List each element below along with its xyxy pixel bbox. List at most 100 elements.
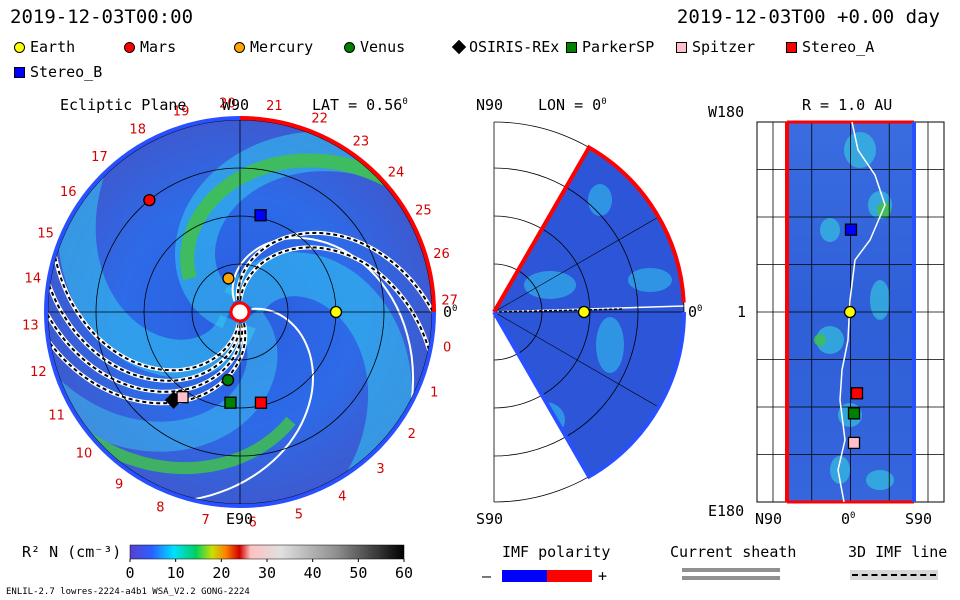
body-spitzer — [176, 391, 189, 404]
sphere-x-mid: 00 — [841, 510, 856, 528]
ecliptic-right-label: 00 — [443, 303, 458, 321]
sun-icon — [229, 301, 251, 323]
carrington-tick-label: 2 — [408, 427, 416, 442]
carrington-tick-label: 4 — [338, 489, 346, 504]
sphere-body-spitzer — [847, 436, 861, 450]
polarity-arc-positive — [239, 116, 436, 313]
sphere-body-stereo-b — [844, 223, 858, 236]
carrington-tick-label: 15 — [37, 226, 54, 241]
colorbar-tick-label: 10 — [166, 564, 185, 582]
current-sheath-line-bottom — [682, 576, 780, 580]
legend-stereo-a: Stereo_A — [786, 38, 874, 56]
imf-line — [239, 246, 434, 410]
carrington-tick-label: 12 — [30, 365, 47, 380]
sphere-density-blob — [830, 456, 850, 484]
meridional-imf-line — [494, 308, 625, 313]
current-sheath-label: Current sheath — [670, 543, 797, 561]
colorbar-tick-label: 30 — [258, 564, 277, 582]
density-streamer-green — [180, 153, 434, 337]
carrington-tick-label: 19 — [173, 104, 190, 119]
carrington-tick-label: 14 — [25, 272, 42, 287]
carrington-tick-label: 10 — [76, 447, 93, 462]
imf-line-sample — [852, 574, 936, 576]
ecliptic-title: Ecliptic Plane — [60, 96, 187, 114]
colorbar-label: R² N (cm⁻³) — [22, 543, 122, 561]
meridional-density-blob — [628, 268, 672, 292]
legend-marker-icon — [124, 41, 135, 53]
carrington-tick-label: 24 — [388, 165, 405, 180]
meridional-negative-edge — [492, 311, 686, 480]
carrington-tick-label: 9 — [115, 478, 123, 493]
carrington-tick-label: 20 — [219, 96, 236, 111]
carrington-tick-label: 5 — [295, 508, 303, 523]
imf-line-label: 3D IMF line — [848, 543, 948, 561]
carrington-tick-label: 13 — [22, 319, 39, 334]
meridional-lon-label: LON = 00 — [538, 96, 607, 114]
colorbar-tick-label: 60 — [395, 564, 414, 582]
carrington-tick-label: 21 — [266, 99, 283, 114]
carrington-tick-label: 7 — [201, 513, 209, 528]
body-stereo-b — [254, 209, 267, 222]
current-sheath-line-top — [682, 568, 780, 572]
carrington-tick-label: 26 — [433, 247, 450, 262]
carrington-tick-label: 27 — [441, 293, 458, 308]
ecliptic-bottom-label: E90 — [226, 510, 254, 528]
legend-label: ParkerSP — [582, 38, 655, 56]
imf-plus: + — [598, 567, 608, 585]
carrington-tick-label: 3 — [376, 462, 384, 477]
density-streamer — [46, 262, 278, 452]
imf-line — [46, 225, 242, 382]
legend-label: Venus — [360, 38, 406, 56]
imf-positive-swatch — [547, 570, 592, 582]
legend-marker-icon — [14, 41, 25, 53]
legend-marker-icon — [344, 41, 355, 53]
sphere-x-right: S90 — [905, 510, 933, 528]
legend-label: OSIRIS-REx — [469, 38, 560, 56]
carrington-tick-label: 6 — [248, 516, 256, 531]
legend-parkersp: ParkerSP — [566, 38, 654, 56]
meridional-density-blob — [596, 317, 624, 373]
carrington-tick-label: 8 — [156, 500, 164, 515]
sphere-body-parkersp — [847, 407, 861, 420]
ecliptic-field — [46, 118, 434, 506]
sphere-x-left: N90 — [755, 510, 783, 528]
legend-marker-icon — [676, 41, 687, 53]
carrington-tick-label: 11 — [48, 408, 65, 423]
imf-line — [50, 196, 240, 372]
legend-marker-icon — [234, 41, 245, 53]
legend-osiris-rex: OSIRIS-REx — [451, 38, 560, 56]
meridional-n90: N90 — [476, 96, 504, 114]
legend-label: Mars — [140, 38, 177, 56]
carrington-tick-label: 17 — [91, 150, 108, 165]
legend-venus: Venus — [344, 38, 405, 56]
body-earth — [329, 305, 343, 319]
polarity-arc-negative — [44, 116, 436, 508]
sphere-y-mid: 1 — [737, 303, 747, 321]
imf-line — [236, 231, 434, 369]
meridional-density-blob — [524, 271, 576, 299]
legend-label: Stereo_B — [30, 63, 103, 81]
legend-label: Earth — [30, 38, 76, 56]
imf-polarity-label: IMF polarity — [502, 543, 611, 561]
colorbar-tick-label: 40 — [303, 564, 322, 582]
legend-label: Stereo_A — [802, 38, 875, 56]
sphere-density-blob — [816, 326, 844, 354]
legend-earth: Earth — [14, 38, 75, 56]
legend-spitzer: Spitzer — [676, 38, 755, 56]
carrington-tick-label: 18 — [129, 123, 146, 138]
sphere-density-blob — [844, 132, 876, 168]
carrington-tick-label: 16 — [60, 185, 77, 200]
sphere-y-bottom: E180 — [708, 502, 745, 520]
sphere-density-blob — [870, 280, 890, 320]
carrington-tick-label: 0 — [443, 340, 451, 355]
legend-marker-icon — [786, 41, 797, 53]
sphere-current-sheet — [837, 121, 886, 503]
sphere-density-peak — [814, 334, 826, 346]
meridional-density-blob — [525, 402, 565, 438]
meridional-density-blob — [588, 184, 612, 216]
legend-mercury: Mercury — [234, 38, 313, 56]
sphere-body-earth — [843, 305, 857, 319]
body-mercury — [222, 272, 235, 285]
legend-stereo-b: Stereo_B — [14, 63, 102, 81]
